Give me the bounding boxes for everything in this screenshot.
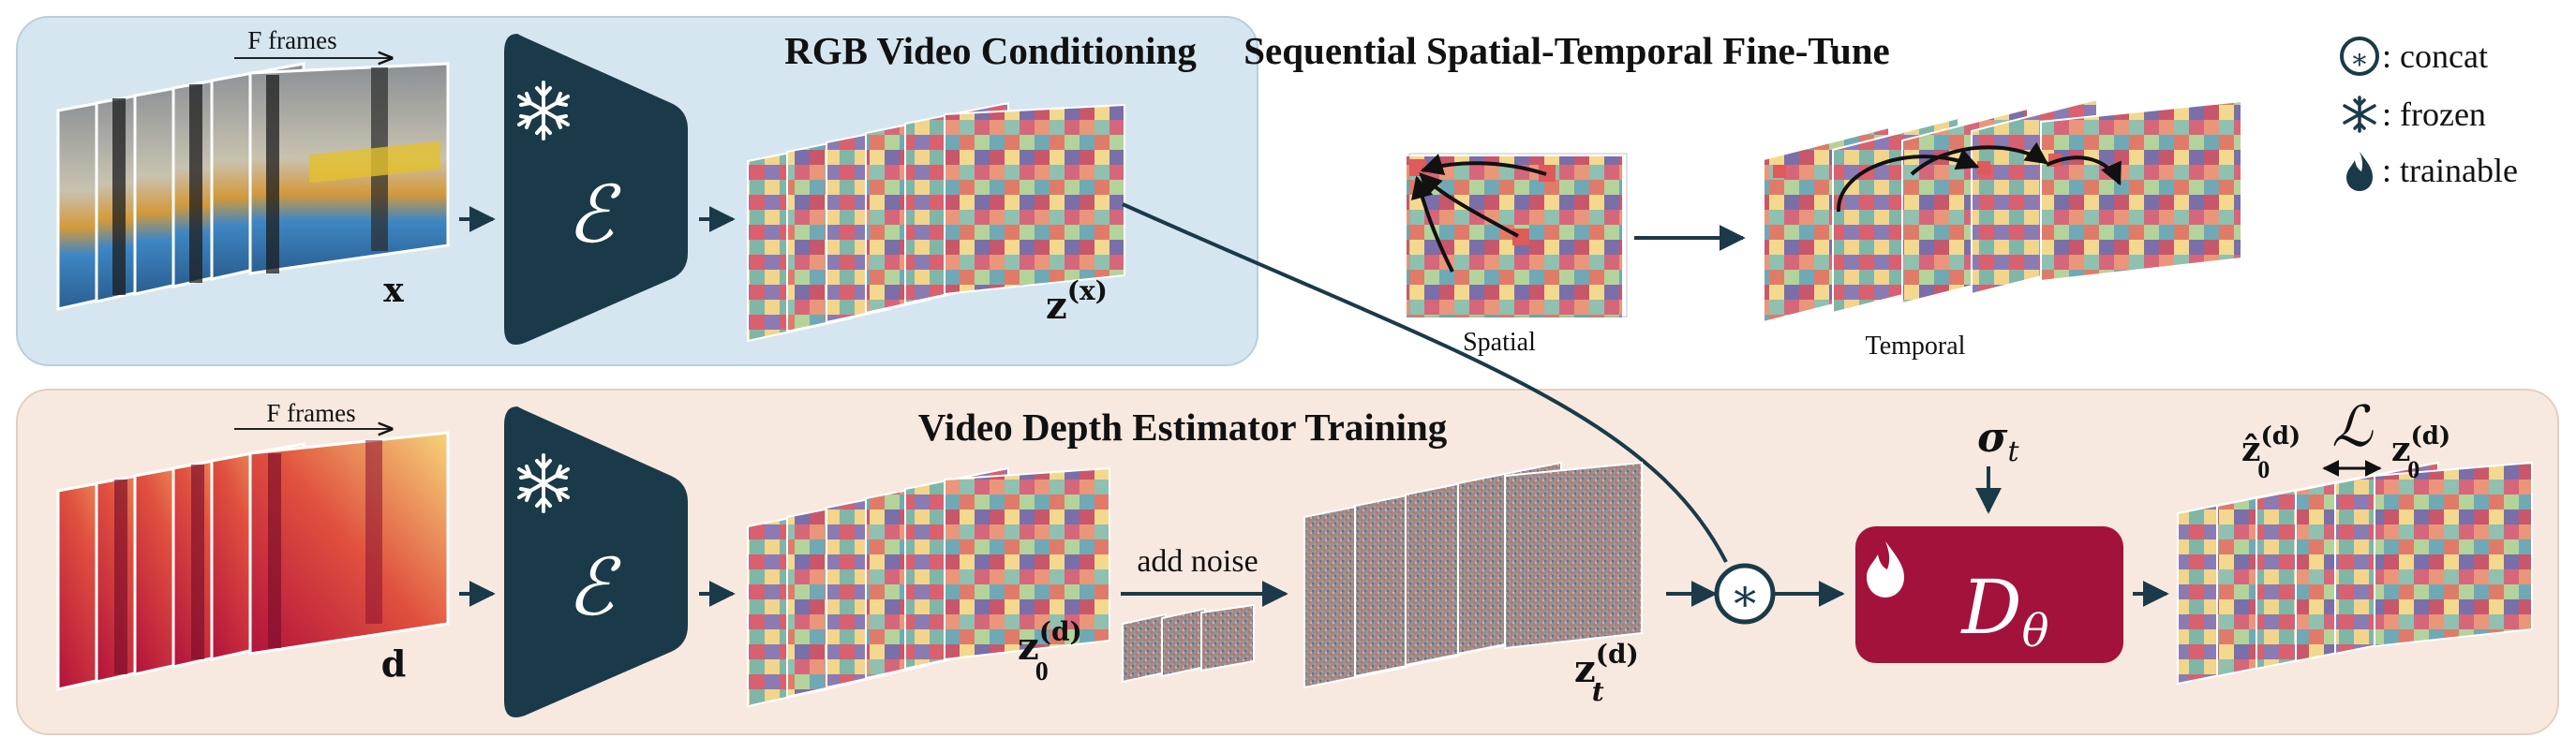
depth-clean-latent-stack [747,466,1110,708]
spatial-label: Spatial [1463,328,1536,357]
frozen-snowflake-icon [517,81,570,140]
predicted-latent-stack [2177,461,2533,686]
conditioning-connector [1122,202,1728,563]
finetune-title: Sequential Spatial-Temporal Fine-Tune [1243,29,1890,72]
concat-legend-icon [2340,37,2379,76]
rgb-encoder-symbol: ℰ [567,169,622,260]
trainable-legend-label: : trainable [2382,152,2518,189]
noise-sample-stack [1122,603,1255,684]
frozen-snowflake-icon [517,453,570,513]
svg-text:∗: ∗ [2350,44,2369,75]
depth-frames-label: F frames [266,399,355,427]
concat-legend-label: : concat [2382,37,2488,75]
depth-encoder-block [504,406,688,717]
depth-input-symbol: d [381,642,407,685]
denoiser-symbol: Dθ [1959,564,2048,657]
concat-symbol: ∗ [1730,571,1761,621]
rgb-input-symbol: x [383,271,404,310]
concat-operator [1714,563,1776,625]
target-latent-symbol: z(d) 0 [2391,422,2450,483]
depth-video-frames [56,431,450,691]
temporal-finetune-stage [1763,97,2242,324]
temporal-label: Temporal [1866,332,1966,361]
depth-encoder-symbol: ℰ [567,541,622,633]
frozen-legend-label: : frozen [2382,96,2486,133]
legend: ∗ : concat : frozen : trainable [2340,37,2518,191]
trainable-legend-icon [2346,152,2373,191]
rgb-latent-stack [747,101,1125,343]
rgb-latent-symbol: z(x) [1046,275,1108,328]
rgb-encoder-block [504,34,688,345]
noisy-latent-symbol: z(d) t [1574,639,1639,707]
add-noise-label: add noise [1137,544,1258,579]
rgb-panel-title: RGB Video Conditioning [784,29,1197,72]
rgb-frames-label: F frames [247,26,336,54]
noisy-latent-stack [1303,461,1643,689]
rgb-video-frames [56,62,450,311]
noise-level-symbol: σt [1977,414,2019,468]
predicted-latent-symbol: ẑ(d) 0 [2241,422,2301,483]
clean-latent-symbol: z(d) 0 [1018,616,1082,687]
loss-symbol: ℒ [2331,394,2374,460]
trainable-flame-icon [1867,541,1904,598]
denoiser-block [1855,526,2123,663]
frozen-legend-icon [2343,96,2376,133]
depth-panel-title: Video Depth Estimator Training [918,406,1448,449]
spatial-finetune-stage [1405,153,1628,319]
